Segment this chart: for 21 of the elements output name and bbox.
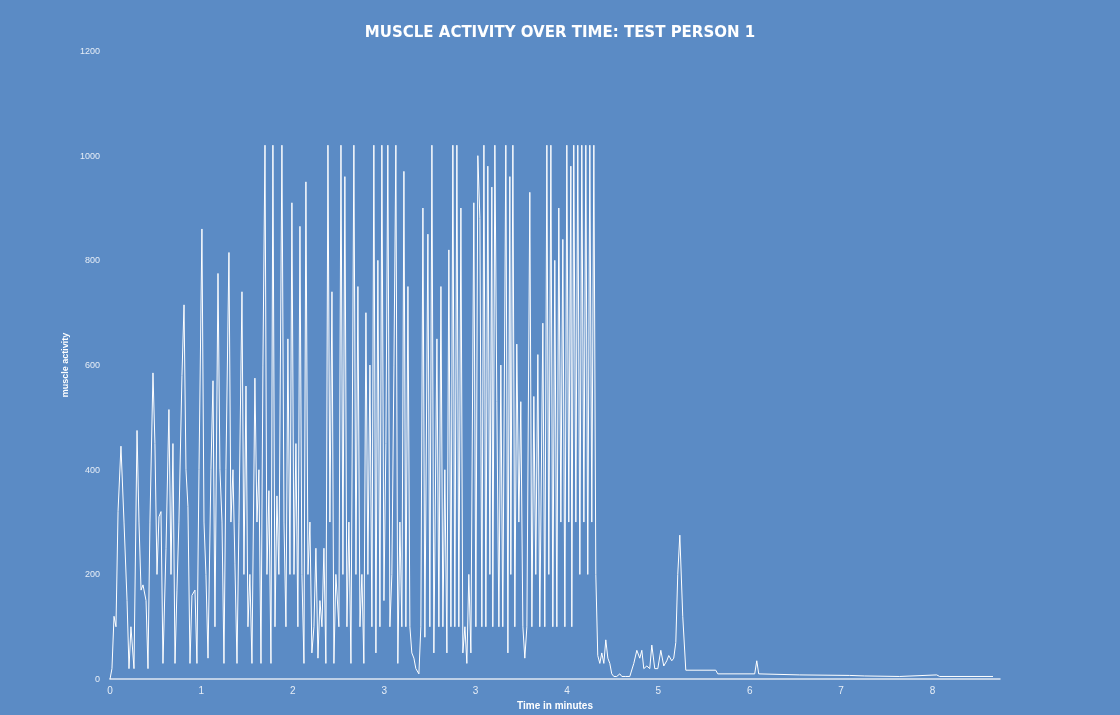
x-tick-label: 7	[838, 684, 845, 696]
y-axis-title: muscle activity	[59, 332, 70, 398]
y-tick-label: 1000	[79, 150, 100, 161]
x-tick-label: 2	[289, 684, 296, 696]
x-tick-label: 0	[107, 684, 114, 696]
x-tick-label: 3	[472, 684, 479, 696]
y-tick-label: 0	[94, 674, 100, 685]
y-tick-label: 600	[84, 360, 100, 371]
x-tick-label: 5	[655, 684, 662, 696]
x-tick-label: 3	[381, 684, 388, 696]
x-tick-label: 1	[198, 684, 205, 696]
y-tick-label: 400	[84, 464, 100, 475]
y-tick-label: 200	[84, 569, 100, 580]
x-axis-title: Time in minutes	[517, 699, 594, 711]
x-tick-label: 4	[564, 684, 571, 696]
y-tick-label: 800	[84, 255, 100, 266]
chart-title: MUSCLE ACTIVITY OVER TIME: TEST PERSON 1	[364, 22, 756, 41]
y-tick-label: 1200	[79, 46, 100, 56]
x-tick-label: 8	[929, 684, 936, 696]
x-tick-label: 6	[746, 684, 753, 696]
line-series	[109, 144, 994, 680]
